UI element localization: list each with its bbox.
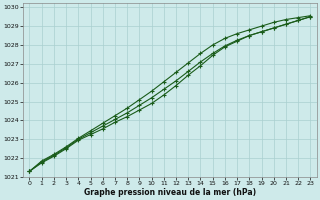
X-axis label: Graphe pression niveau de la mer (hPa): Graphe pression niveau de la mer (hPa) (84, 188, 256, 197)
